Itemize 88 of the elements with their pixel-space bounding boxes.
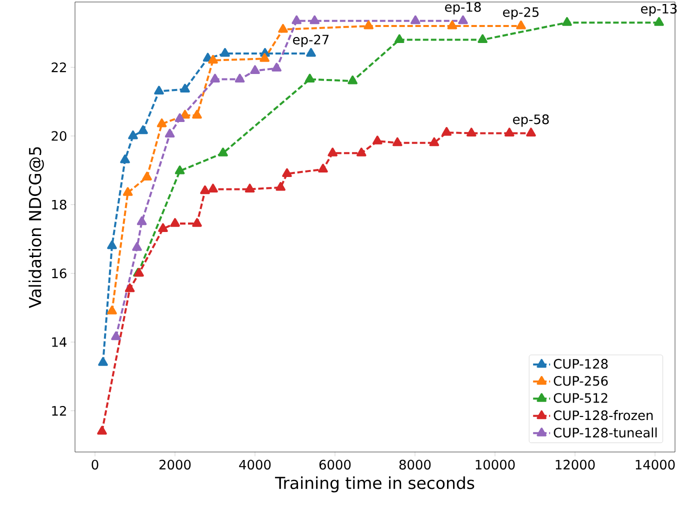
point bbox=[158, 223, 168, 232]
y-tick-label: 12 bbox=[52, 406, 66, 416]
annotation: ep-58 bbox=[513, 114, 549, 127]
point bbox=[372, 136, 382, 144]
point bbox=[392, 137, 402, 146]
point bbox=[200, 185, 210, 194]
point bbox=[504, 128, 514, 136]
point bbox=[282, 168, 292, 178]
point bbox=[442, 127, 452, 136]
x-tick-label: 6000 bbox=[319, 460, 351, 470]
point bbox=[156, 118, 167, 128]
point bbox=[292, 15, 302, 24]
point bbox=[516, 20, 526, 30]
point bbox=[478, 34, 488, 44]
point bbox=[410, 15, 420, 24]
point bbox=[128, 130, 138, 140]
annotation: ep-25 bbox=[503, 7, 539, 20]
point bbox=[218, 148, 228, 156]
point bbox=[348, 76, 358, 84]
point bbox=[458, 15, 468, 24]
point bbox=[208, 54, 218, 64]
x-tick-label: 8000 bbox=[399, 460, 431, 470]
point bbox=[174, 113, 185, 122]
point bbox=[364, 20, 374, 30]
point bbox=[136, 216, 147, 226]
point bbox=[562, 17, 572, 26]
point bbox=[107, 240, 117, 250]
x-tick-label: 2000 bbox=[159, 460, 191, 470]
point bbox=[192, 110, 202, 119]
point bbox=[174, 166, 185, 174]
point bbox=[154, 86, 164, 95]
point bbox=[260, 53, 270, 62]
point bbox=[208, 184, 218, 192]
point bbox=[192, 218, 202, 227]
x-axis-title: Training time in seconds bbox=[275, 476, 474, 492]
point bbox=[356, 148, 366, 156]
point bbox=[278, 24, 288, 33]
point bbox=[111, 331, 121, 340]
point bbox=[98, 357, 108, 366]
y-tick-label: 20 bbox=[52, 131, 66, 141]
point bbox=[180, 84, 190, 92]
point bbox=[429, 137, 440, 146]
y-tick-label: 18 bbox=[52, 200, 66, 210]
point bbox=[250, 65, 260, 74]
point bbox=[244, 184, 255, 192]
point bbox=[107, 306, 117, 314]
point bbox=[142, 172, 152, 180]
annotation: ep-13 bbox=[641, 4, 677, 16]
point bbox=[272, 62, 282, 72]
point bbox=[122, 187, 133, 196]
y-tick-label: 16 bbox=[52, 268, 66, 278]
point bbox=[276, 182, 286, 191]
x-tick-label: 12000 bbox=[556, 460, 595, 470]
point bbox=[318, 164, 328, 173]
point bbox=[180, 110, 190, 119]
point bbox=[654, 17, 664, 26]
point bbox=[234, 74, 245, 83]
point bbox=[220, 48, 230, 57]
legend-label: CUP-128-tuneall bbox=[554, 427, 657, 438]
y-tick-label: 14 bbox=[52, 337, 66, 347]
point bbox=[526, 128, 536, 136]
point bbox=[164, 128, 175, 138]
legend-label: CUP-128-frozen bbox=[554, 410, 653, 420]
point bbox=[447, 20, 458, 30]
point bbox=[120, 154, 130, 164]
x-tick-label: 10000 bbox=[476, 460, 515, 470]
legend-label: CUP-256 bbox=[554, 376, 608, 386]
point bbox=[466, 128, 476, 136]
annotation: ep-27 bbox=[293, 34, 329, 47]
y-axis-title: Validation NDCG@5 bbox=[28, 147, 44, 308]
point bbox=[170, 218, 180, 227]
point bbox=[97, 426, 107, 435]
legend-label: CUP-128 bbox=[554, 358, 608, 369]
point bbox=[306, 48, 316, 57]
point bbox=[124, 283, 135, 292]
point bbox=[328, 148, 338, 156]
point bbox=[310, 15, 320, 24]
x-tick-label: 4000 bbox=[239, 460, 271, 470]
x-tick-label: 0 bbox=[92, 460, 98, 470]
point bbox=[304, 74, 315, 83]
point bbox=[138, 125, 148, 134]
x-tick-label: 14000 bbox=[636, 460, 675, 470]
point bbox=[132, 242, 142, 251]
point bbox=[394, 34, 404, 44]
annotation: ep-18 bbox=[445, 2, 481, 14]
legend-label: CUP-512 bbox=[554, 393, 608, 403]
point bbox=[210, 74, 220, 83]
y-tick-label: 22 bbox=[52, 62, 66, 72]
